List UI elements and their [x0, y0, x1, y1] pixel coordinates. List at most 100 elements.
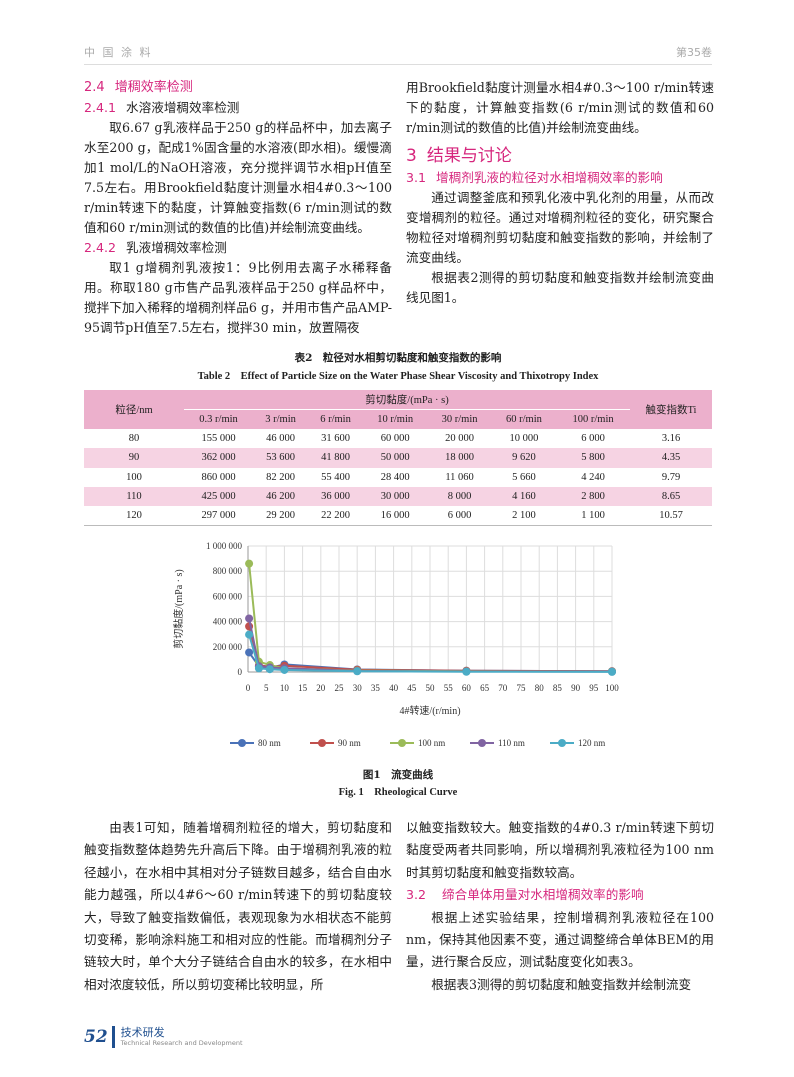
left-column-bottom: 由表1可知，随着增稠剂粒径的增大，剪切黏度和触变指数整体趋势先升高后下降。由于增…	[84, 817, 392, 996]
table-cell: 16 000	[380, 510, 410, 522]
table-cell: 53 600	[266, 452, 295, 464]
table-cell: 46 200	[266, 491, 295, 503]
table-cell: 5 660	[512, 471, 536, 483]
paragraph: 取6.67 g乳液样品于250 g的样品杯中，加去离子水至200 g，配成1%固…	[84, 120, 392, 235]
col-header-speed: 100 r/min	[572, 413, 614, 425]
table-cell: 1 100	[581, 510, 605, 522]
x-axis-label: 4#转速/(r/min)	[399, 704, 460, 717]
data-point	[353, 667, 362, 676]
footer-section-en: Technical Research and Development	[120, 1039, 243, 1047]
x-tick-label: 0	[246, 683, 251, 693]
right-column-bottom: 以触变指数较大。触变指数的4#0.3 r/min转速下剪切黏度受两者共同影响，所…	[406, 817, 714, 996]
y-tick-label: 0	[238, 667, 243, 677]
table-cell: 3.16	[661, 432, 681, 444]
table-cell: 30 000	[380, 491, 410, 503]
table-cell: 2 100	[512, 510, 536, 522]
x-tick-label: 15	[298, 683, 308, 693]
x-tick-label: 50	[426, 683, 436, 693]
table-cell: 10 000	[509, 432, 539, 444]
x-tick-label: 95	[589, 683, 599, 693]
table-cell: 46 000	[266, 432, 295, 444]
table-cell: 60 000	[380, 432, 410, 444]
y-axis-label: 剪切黏度/(mPa · s)	[172, 569, 185, 648]
table-cell: 55 400	[321, 471, 350, 483]
x-tick-label: 65	[480, 683, 490, 693]
table-row: 100 860 000 82 200 55 400 28 400 11 060 5 660 4…	[84, 468, 712, 487]
x-tick-label: 55	[444, 683, 454, 693]
section-2-4-1-heading: 2.4.1 水溶液增稠效率检测	[84, 100, 240, 115]
table-cell: 50 000	[380, 452, 410, 464]
y-tick-label: 200 000	[213, 642, 243, 652]
x-tick-label: 10	[280, 683, 290, 693]
x-tick-label: 80	[535, 683, 545, 693]
x-tick-label: 40	[389, 683, 399, 693]
table-cell: 8.65	[661, 491, 681, 503]
table-row: 90 362 000 53 600 41 800 50 000 18 000 9 620 5 …	[84, 448, 712, 468]
page-number: 52	[84, 1026, 115, 1048]
figure-caption-en: Fig. 1 Rheological Curve	[338, 787, 458, 798]
col-header-size: 粒径/nm	[115, 404, 153, 416]
section-3-1-heading: 3.1 增稠剂乳液的粒径对水相增稠效率的影响	[406, 170, 663, 185]
footer-section-cn: 技术研发	[120, 1026, 165, 1039]
table-row: 80 155 000 46 000 31 600 60 000 20 000 10 000 6…	[84, 429, 712, 448]
col-header-ti: 触变指数Ti	[645, 404, 697, 416]
right-column-top: 用Brookfield黏度计测量水相4#0.3～100 r/min转速下的黏度，…	[406, 78, 714, 308]
table-cell: 11 060	[445, 471, 474, 483]
footer: 52 技术研发 Technical Research and Developme…	[84, 1026, 243, 1048]
table-cell: 18 000	[445, 452, 474, 464]
data-point	[608, 667, 616, 676]
col-header-speed: 3 r/min	[265, 413, 296, 425]
x-tick-label: 90	[571, 683, 581, 693]
paragraph: 根据表3测得的剪切黏度和触变指数并绘制流变	[431, 976, 692, 992]
data-point	[245, 614, 254, 623]
paragraph: 根据表2测得的剪切黏度和触变指数并绘制流变曲线见图1。	[406, 270, 714, 305]
table-cell: 20 000	[445, 432, 474, 444]
data-point	[245, 648, 254, 657]
legend-label: 80 nm	[258, 738, 281, 748]
x-tick-label: 45	[407, 683, 417, 693]
rheological-chart: 0 5 10 15 20 25 30 35 40 45 50 55 60 65 70 75 80 85 90 95 10…	[172, 541, 619, 748]
table-cell: 297 000	[201, 510, 236, 522]
paragraph: 通过调整釜底和预乳化液中乳化剂的用量，从而改变增稠剂的粒径。通过对增稠剂粒径的变…	[406, 190, 714, 265]
section-3-2-heading: 3.2 缔合单体用量对水相增稠效率的影响	[406, 887, 644, 903]
table-cell: 90	[128, 452, 140, 464]
section-3-heading: 3 结果与讨论	[406, 146, 512, 166]
table-cell: 100	[126, 471, 142, 483]
table-cell: 36 000	[321, 491, 350, 503]
paragraph: 由表1可知，随着增稠剂粒径的增大，剪切黏度和触变指数整体趋势先升高后下降。由于增…	[84, 820, 392, 992]
table-cell: 4 240	[581, 471, 605, 483]
y-tick-label: 400 000	[213, 617, 243, 627]
paragraph: 取1 g增稠剂乳液按1：9比例用去离子水稀释备用。称取180 g市售产品乳液样品…	[84, 260, 392, 335]
table-cell: 425 000	[201, 491, 236, 503]
data-table: 粒径/nm 剪切黏度/(mPa · s) 触变指数Ti 0.3 r/min 3 r…	[84, 390, 712, 527]
data-point	[265, 665, 274, 674]
legend-label: 100 nm	[418, 738, 445, 748]
legend-marker	[478, 739, 486, 747]
table-row: 110 425 000 46 200 36 000 30 000 8 000 4 160 2 …	[84, 486, 712, 507]
paragraph: 根据上述实验结果，控制增稠剂乳液粒径在100 nm，保持其他因素不变，通过调整缔…	[406, 909, 714, 970]
col-header-viscosity: 剪切黏度/(mPa · s)	[365, 394, 449, 406]
x-tick-label: 100	[605, 683, 619, 693]
table-cell: 6 000	[581, 432, 605, 444]
y-tick-label: 600 000	[213, 591, 243, 601]
table-cell: 31 600	[321, 432, 350, 444]
figure-caption-cn: 图1 流变曲线	[362, 769, 434, 781]
col-header-speed: 30 r/min	[441, 413, 478, 425]
table-caption-cn: 表2 粒径对水相剪切黏度和触变指数的影响	[294, 352, 502, 364]
legend-label: 90 nm	[338, 738, 361, 748]
table-cell: 9.79	[661, 471, 681, 483]
table-cell: 6 000	[447, 510, 472, 522]
table-cell: 110	[126, 491, 142, 503]
table-cell: 9 620	[512, 452, 536, 464]
legend-marker	[398, 739, 406, 747]
section-2-4-heading: 2.4 增稠效率检测	[84, 80, 193, 95]
x-tick-label: 35	[371, 683, 381, 693]
data-point	[245, 630, 254, 639]
table-cell: 4.35	[661, 452, 681, 464]
legend-marker	[558, 739, 566, 747]
table-cell: 41 800	[321, 452, 350, 464]
table-cell: 120	[126, 510, 142, 522]
paragraph: 以触变指数较大。触变指数的4#0.3 r/min转速下剪切黏度受两者共同影响，所…	[406, 820, 714, 880]
col-header-speed: 10 r/min	[377, 413, 414, 425]
x-tick-label: 60	[462, 683, 472, 693]
